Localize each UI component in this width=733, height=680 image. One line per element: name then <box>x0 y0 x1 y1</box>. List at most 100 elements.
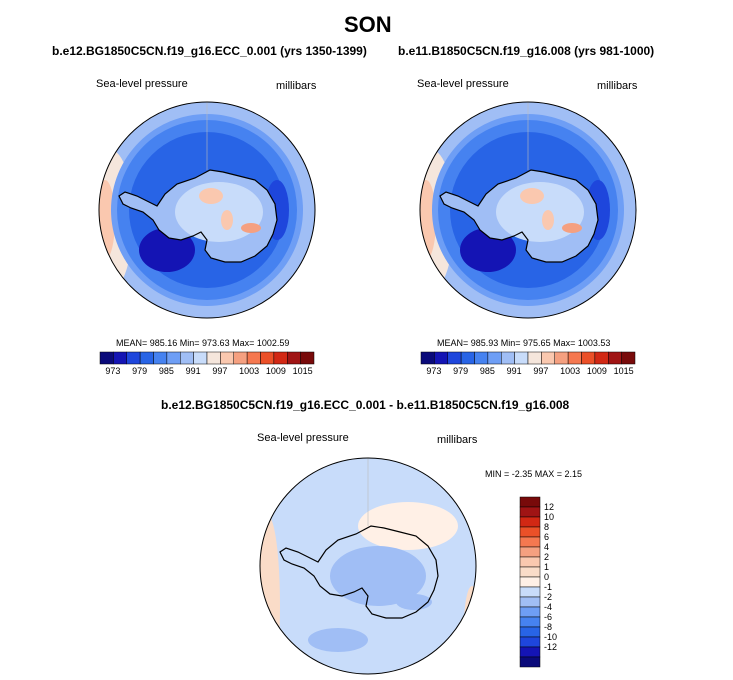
colorbar-tick-label: 973 <box>105 366 121 376</box>
colorbar-swatch <box>153 351 168 365</box>
colorbar-tick-label: 991 <box>506 366 522 376</box>
colorbar-tick-label: -8 <box>544 622 553 632</box>
panel-1-title: b.e12.BG1850C5CN.f19_g16.ECC_0.001 (yrs … <box>52 44 367 58</box>
panel-2-stats: MEAN= 985.93 Min= 975.65 Max= 1003.53 <box>437 338 611 348</box>
diff-panel-stats: MIN = -2.35 MAX = 2.15 <box>485 469 583 479</box>
colorbar-swatch <box>220 351 234 365</box>
colorbar-swatch <box>594 351 609 365</box>
panel-1-polar-map <box>98 101 316 319</box>
colorbar-swatch <box>487 351 502 365</box>
colorbar-swatch <box>460 351 475 365</box>
diff-panel-polar-map <box>259 457 477 675</box>
colorbar-swatch <box>519 626 541 638</box>
colorbar-tick-label: 979 <box>453 366 469 376</box>
colorbar-swatch <box>581 351 596 365</box>
panel-2-units: millibars <box>597 80 638 92</box>
diff-panel-colorbar <box>519 496 541 668</box>
plateau-fill <box>175 182 263 242</box>
colorbar-swatch <box>447 351 462 365</box>
colorbar-swatch <box>519 656 541 668</box>
colorbar-tick-label: 979 <box>132 366 148 376</box>
colorbar-tick-label: -1 <box>544 582 553 592</box>
colorbar-tick-label: 6 <box>544 532 550 542</box>
colorbar-tick-label: -10 <box>544 632 558 642</box>
colorbar-swatch <box>519 616 541 628</box>
high-spot-2 <box>241 223 261 233</box>
colorbar-tick-label: 8 <box>544 522 550 532</box>
antarctica-outline <box>439 169 599 263</box>
colorbar-tick-label: 985 <box>158 366 174 376</box>
panel-1-colorbar-ticks: 973 979 985 991 997 1003 1009 1015 <box>100 366 314 378</box>
colorbar-swatch <box>514 351 529 365</box>
colorbar-swatch <box>519 586 541 598</box>
colorbar-tick-label: 2 <box>544 552 550 562</box>
colorbar-swatch <box>474 351 489 365</box>
colorbar-swatch <box>519 636 541 648</box>
colorbar-swatch <box>541 351 555 365</box>
colorbar-tick-label: -4 <box>544 602 553 612</box>
panel-1-variable: Sea-level pressure <box>96 78 188 90</box>
colorbar-swatch <box>519 516 541 528</box>
colorbar-swatch <box>519 596 541 608</box>
colorbar-swatch <box>519 606 541 618</box>
colorbar-tick-label: 10 <box>544 512 555 522</box>
colorbar-swatch <box>206 351 221 365</box>
map-border <box>98 101 316 319</box>
colorbar-tick-label: 1009 <box>586 366 607 376</box>
panel-2-colorbar-ticks: 973 979 985 991 997 1003 1009 1015 <box>421 366 635 378</box>
colorbar-swatch <box>519 556 541 568</box>
plateau-fill <box>496 182 584 242</box>
high-spot-3 <box>221 210 233 230</box>
map-border <box>259 457 477 675</box>
colorbar-tick-label: -12 <box>544 642 558 652</box>
colorbar-swatch <box>113 351 127 365</box>
colorbar-swatch <box>166 351 181 365</box>
colorbar-swatch <box>126 351 141 365</box>
colorbar-swatch <box>139 351 154 365</box>
colorbar-swatch <box>501 351 515 365</box>
colorbar-tick-label: 12 <box>544 502 555 512</box>
colorbar-tick-label: 1015 <box>292 366 313 376</box>
colorbar-swatch <box>519 546 541 558</box>
colorbar-swatch <box>246 351 261 365</box>
panel-2-title: b.e11.B1850C5CN.f19_g16.008 (yrs 981-100… <box>398 44 655 58</box>
continent-negative <box>330 546 426 606</box>
colorbar-tick-label: 1009 <box>265 366 286 376</box>
diff-panel-variable: Sea-level pressure <box>257 432 349 444</box>
colorbar-tick-label: 997 <box>212 366 228 376</box>
colorbar-swatch <box>300 351 315 365</box>
colorbar-swatch <box>608 351 622 365</box>
colorbar-tick-label: 991 <box>185 366 201 376</box>
negative-patch-2 <box>396 594 432 610</box>
colorbar-tick-label: 1003 <box>560 366 581 376</box>
colorbar-tick-label: -2 <box>544 592 553 602</box>
colorbar-swatch <box>567 351 582 365</box>
high-spot-1 <box>520 188 544 204</box>
colorbar-swatch <box>519 576 541 588</box>
antarctica-outline <box>279 525 439 619</box>
colorbar-swatch <box>260 351 275 365</box>
colorbar-tick-label: 0 <box>544 572 550 582</box>
positive-band-east <box>464 586 476 666</box>
colorbar-swatch <box>180 351 194 365</box>
high-spot-1 <box>199 188 223 204</box>
colorbar-swatch <box>554 351 569 365</box>
colorbar-swatch <box>420 351 435 365</box>
negative-patch-1 <box>308 628 368 652</box>
panel-1-units: millibars <box>276 80 317 92</box>
colorbar-swatch <box>287 351 301 365</box>
colorbar-swatch <box>519 566 541 578</box>
near-zero-patch <box>358 502 458 550</box>
diff-panel-colorbar-ticks: 12 10 8 6 4 2 1 0 -1 -2 -4 -6 -8 -10 -12 <box>544 497 574 667</box>
panel-2-colorbar <box>420 351 636 365</box>
colorbar-swatch <box>519 526 541 538</box>
colorbar-tick-label: 973 <box>426 366 442 376</box>
antarctica-outline <box>118 169 278 263</box>
diff-panel-units: millibars <box>437 434 478 446</box>
colorbar-swatch <box>519 646 541 658</box>
map-border <box>419 101 637 319</box>
colorbar-swatch <box>273 351 288 365</box>
colorbar-swatch <box>193 351 208 365</box>
colorbar-tick-label: 4 <box>544 542 550 552</box>
colorbar-swatch <box>434 351 448 365</box>
